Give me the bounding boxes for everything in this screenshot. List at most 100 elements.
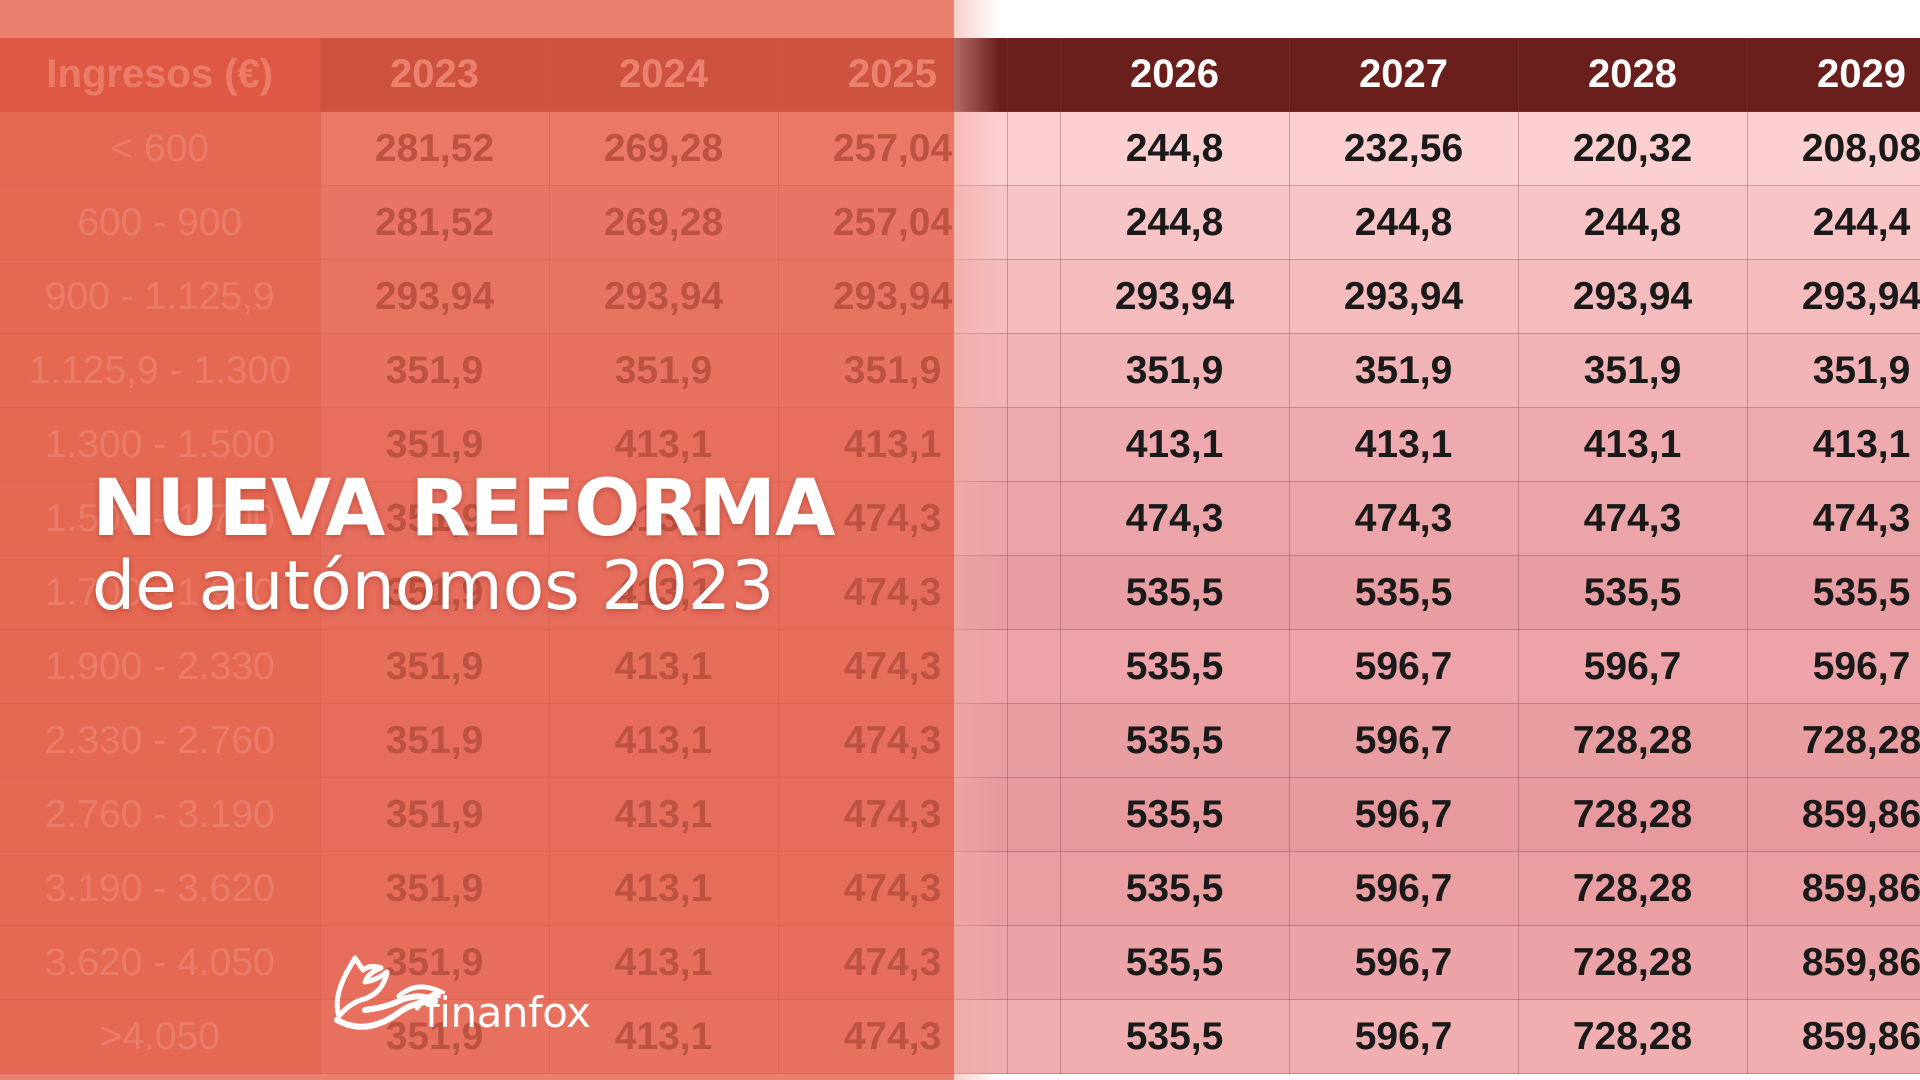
fee-cell: 474,3 bbox=[1518, 481, 1748, 556]
fee-cell: 351,9 bbox=[320, 333, 550, 408]
fee-cell: 474,3 bbox=[1060, 481, 1290, 556]
fee-cell: 293,94 bbox=[1289, 259, 1519, 334]
fee-cell: 351,9 bbox=[1289, 333, 1519, 408]
fee-cell: 208,08 bbox=[1747, 111, 1920, 186]
header-ingresos: Ingresos (€) bbox=[0, 38, 321, 112]
fee-cell: 269,28 bbox=[549, 185, 779, 260]
gap-cell bbox=[1007, 851, 1061, 926]
fee-cell: 535,5 bbox=[1518, 555, 1748, 630]
header-year-2023: 2023 bbox=[320, 38, 550, 112]
fee-cell: 244,8 bbox=[1289, 185, 1519, 260]
gap-cell bbox=[1007, 259, 1061, 334]
fee-cell: 413,1 bbox=[549, 703, 779, 778]
fee-cell: 859,86 bbox=[1747, 777, 1920, 852]
income-range-cell: 1.125,9 - 1.300 bbox=[0, 333, 321, 408]
fee-cell: 293,94 bbox=[1060, 259, 1290, 334]
fee-cell: 859,86 bbox=[1747, 999, 1920, 1074]
fee-cell: 351,9 bbox=[1518, 333, 1748, 408]
fee-cell: 596,7 bbox=[1518, 629, 1748, 704]
table-row: 3.620 - 4.050 351,9 413,1 474,3 535,5 596,7 72… bbox=[0, 925, 1920, 1000]
fee-cell: 535,5 bbox=[1289, 555, 1519, 630]
headline-subtitle: de autónomos 2023 bbox=[92, 547, 775, 626]
gap-cell bbox=[1007, 703, 1061, 778]
fee-cell: 281,52 bbox=[320, 111, 550, 186]
fee-cell: 535,5 bbox=[1060, 555, 1290, 630]
income-range-cell: 2.330 - 2.760 bbox=[0, 703, 321, 778]
gap-cell bbox=[1007, 925, 1061, 1000]
header-year-2028: 2028 bbox=[1518, 38, 1748, 112]
fee-cell: 293,94 bbox=[1747, 259, 1920, 334]
fee-cell: 474,3 bbox=[1747, 481, 1920, 556]
table-header-row: Ingresos (€) 2023 2024 2025 2026 2027 2028 2029 bbox=[0, 38, 1920, 112]
fee-cell: 293,94 bbox=[778, 259, 1008, 334]
fee-cell: 535,5 bbox=[1060, 925, 1290, 1000]
table-row: 2.330 - 2.760 351,9 413,1 474,3 535,5 596,7 72… bbox=[0, 703, 1920, 778]
gap-cell bbox=[1007, 185, 1061, 260]
fee-cell: 351,9 bbox=[320, 703, 550, 778]
header-year-2027: 2027 bbox=[1289, 38, 1519, 112]
header-year-2026: 2026 bbox=[1060, 38, 1290, 112]
fee-cell: 474,3 bbox=[778, 999, 1008, 1074]
income-range-cell: 3.620 - 4.050 bbox=[0, 925, 321, 1000]
fee-cell: 596,7 bbox=[1289, 851, 1519, 926]
fee-cell: 596,7 bbox=[1289, 703, 1519, 778]
fee-cell: 351,9 bbox=[549, 333, 779, 408]
fee-cell: 244,8 bbox=[1060, 185, 1290, 260]
fee-cell: 351,9 bbox=[778, 333, 1008, 408]
fee-cell: 351,9 bbox=[320, 629, 550, 704]
income-range-cell: 1.900 - 2.330 bbox=[0, 629, 321, 704]
fee-cell: 474,3 bbox=[778, 777, 1008, 852]
fee-cell: 413,1 bbox=[1518, 407, 1748, 482]
table-row: 1.900 - 2.330 351,9 413,1 474,3 535,5 596,7 59… bbox=[0, 629, 1920, 704]
fee-cell: 474,3 bbox=[1289, 481, 1519, 556]
table-row: 1.125,9 - 1.300 351,9 351,9 351,9 351,9 351,9… bbox=[0, 333, 1920, 408]
income-range-cell: >4.050 bbox=[0, 999, 321, 1074]
gap-cell bbox=[1007, 999, 1061, 1074]
table-row: < 600 281,52 269,28 257,04 244,8 232,56 220,32… bbox=[0, 111, 1920, 186]
fee-cell: 413,1 bbox=[1060, 407, 1290, 482]
fee-cell: 257,04 bbox=[778, 111, 1008, 186]
fee-cell: 257,04 bbox=[778, 185, 1008, 260]
gap-cell bbox=[1007, 629, 1061, 704]
fee-cell: 596,7 bbox=[1289, 999, 1519, 1074]
fee-cell: 244,8 bbox=[1060, 111, 1290, 186]
gap-cell bbox=[1007, 555, 1061, 630]
fee-cell: 728,28 bbox=[1747, 703, 1920, 778]
gap-cell bbox=[1007, 333, 1061, 408]
fee-cell: 232,56 bbox=[1289, 111, 1519, 186]
fee-cell: 293,94 bbox=[549, 259, 779, 334]
header-year-2025: 2025 bbox=[778, 38, 1008, 112]
header-gap bbox=[1007, 38, 1061, 112]
table-row: 2.760 - 3.190 351,9 413,1 474,3 535,5 596,7 72… bbox=[0, 777, 1920, 852]
header-year-2029: 2029 bbox=[1747, 38, 1920, 112]
fee-cell: 244,8 bbox=[1518, 185, 1748, 260]
fee-cell: 269,28 bbox=[549, 111, 779, 186]
fee-cell: 244,4 bbox=[1747, 185, 1920, 260]
income-range-cell: 2.760 - 3.190 bbox=[0, 777, 321, 852]
fee-cell: 535,5 bbox=[1060, 851, 1290, 926]
income-range-cell: < 600 bbox=[0, 111, 321, 186]
fee-cell: 728,28 bbox=[1518, 851, 1748, 926]
fee-cell: 596,7 bbox=[1289, 777, 1519, 852]
finanfox-logo: finanfox bbox=[325, 950, 605, 1050]
table-row: 900 - 1.125,9 293,94 293,94 293,94 293,94 293… bbox=[0, 259, 1920, 334]
fee-cell: 413,1 bbox=[1289, 407, 1519, 482]
gap-cell bbox=[1007, 111, 1061, 186]
gap-cell bbox=[1007, 407, 1061, 482]
fee-cell: 351,9 bbox=[1747, 333, 1920, 408]
fee-cell: 281,52 bbox=[320, 185, 550, 260]
fee-cell: 535,5 bbox=[1747, 555, 1920, 630]
fee-cell: 351,9 bbox=[320, 777, 550, 852]
headline: NUEVA REFORMA de autónomos 2023 bbox=[92, 470, 835, 626]
fee-cell: 351,9 bbox=[320, 851, 550, 926]
fee-cell: 535,5 bbox=[1060, 999, 1290, 1074]
income-range-cell: 3.190 - 3.620 bbox=[0, 851, 321, 926]
income-range-cell: 900 - 1.125,9 bbox=[0, 259, 321, 334]
fee-cell: 728,28 bbox=[1518, 777, 1748, 852]
fee-cell: 293,94 bbox=[1518, 259, 1748, 334]
fee-cell: 474,3 bbox=[778, 703, 1008, 778]
fee-cell: 535,5 bbox=[1060, 629, 1290, 704]
table-row: >4.050 351,9 413,1 474,3 535,5 596,7 728,28 859… bbox=[0, 999, 1920, 1074]
fox-logo-icon bbox=[334, 955, 449, 1030]
